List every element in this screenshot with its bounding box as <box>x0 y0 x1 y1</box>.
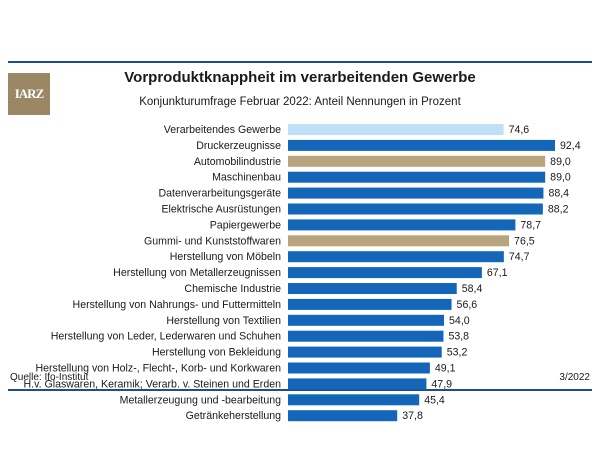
bar <box>288 410 397 421</box>
bar <box>288 156 545 167</box>
category-label: Gummi- und Kunststoffwaren <box>144 235 281 247</box>
value-label: 37,8 <box>402 410 423 422</box>
source-note: Quelle: Ifo-Institut <box>10 372 88 383</box>
category-label: Automobilindustrie <box>194 156 281 168</box>
bar-chart: Verarbeitendes Gewerbe 74,6 Druckerzeugnis… <box>0 0 600 450</box>
category-label: Herstellung von Nahrungs- und Futtermitt… <box>73 299 282 311</box>
bar <box>288 331 443 342</box>
value-label: 67,1 <box>487 267 508 279</box>
bar <box>288 140 555 151</box>
date-note: 3/2022 <box>559 372 590 383</box>
bar <box>288 299 452 310</box>
category-label: Herstellung von Möbeln <box>170 251 281 263</box>
value-label: 74,6 <box>509 124 530 136</box>
category-label: Datenverarbeitungsgeräte <box>159 188 282 200</box>
value-label: 54,0 <box>449 315 470 327</box>
value-label: 88,2 <box>548 204 569 216</box>
category-label: Papiergewerbe <box>210 219 281 231</box>
bar <box>288 235 509 246</box>
value-label: 47,9 <box>431 378 452 390</box>
value-label: 88,4 <box>548 188 569 200</box>
value-label: 76,5 <box>514 235 535 247</box>
category-label: Metallerzeugung und -bearbeitung <box>120 394 281 406</box>
category-label: Elektrische Ausrüstungen <box>161 204 281 216</box>
category-label: Maschinenbau <box>212 172 281 184</box>
category-label: Herstellung von Textilien <box>166 315 281 327</box>
value-label: 56,6 <box>457 299 478 311</box>
bar <box>288 219 515 230</box>
bar <box>288 315 444 326</box>
bar <box>288 188 543 199</box>
bar <box>288 172 545 183</box>
value-label: 89,0 <box>550 156 571 168</box>
bar <box>288 378 426 389</box>
category-label: Herstellung von Bekleidung <box>152 347 281 359</box>
value-label: 58,4 <box>462 283 483 295</box>
category-label: Getränkeherstellung <box>186 410 282 422</box>
value-label: 74,7 <box>509 251 530 263</box>
value-label: 78,7 <box>520 219 541 231</box>
value-label: 53,2 <box>447 347 468 359</box>
bar <box>288 204 543 215</box>
bar <box>288 394 419 405</box>
bar <box>288 363 430 374</box>
value-label: 45,4 <box>424 394 445 406</box>
bar <box>288 267 482 278</box>
value-label: 53,8 <box>448 331 469 343</box>
bar <box>288 124 504 135</box>
category-label: Druckerzeugnisse <box>196 140 281 152</box>
value-label: 89,0 <box>550 172 571 184</box>
bar <box>288 347 442 358</box>
category-label: Chemische Industrie <box>184 283 281 295</box>
category-label: Herstellung von Leder, Lederwaren und Sc… <box>51 331 281 343</box>
value-label: 49,1 <box>435 363 456 375</box>
bar <box>288 251 504 262</box>
category-label: Herstellung von Metallerzeugnissen <box>113 267 281 279</box>
category-label: Verarbeitendes Gewerbe <box>164 124 281 136</box>
bar <box>288 283 457 294</box>
value-label: 92,4 <box>560 140 581 152</box>
